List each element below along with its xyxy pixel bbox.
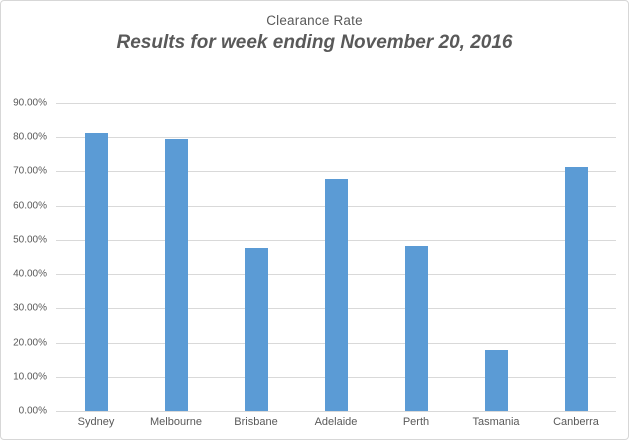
y-tick-label-000: 0.00% xyxy=(18,405,47,417)
bar-melbourne xyxy=(164,138,188,411)
x-tick-label-tasmania: Tasmania xyxy=(472,416,520,428)
x-axis-line xyxy=(56,411,616,412)
x-tick-label-melbourne: Melbourne xyxy=(150,416,202,428)
y-tick-label-5000: 50.00% xyxy=(13,234,47,246)
x-tick-label-canberra: Canberra xyxy=(553,416,599,428)
bar-tasmania xyxy=(484,349,508,411)
plot-area xyxy=(56,103,616,412)
x-tick-label-perth: Perth xyxy=(402,416,430,428)
y-tick-label-9000: 90.00% xyxy=(13,97,47,109)
y-tick-label-6000: 60.00% xyxy=(13,200,47,212)
y-tick-label-3000: 30.00% xyxy=(13,302,47,314)
gridline-90 xyxy=(56,103,616,104)
gridline-80 xyxy=(56,137,616,139)
y-tick-label-8000: 80.00% xyxy=(13,131,47,143)
gridline-70 xyxy=(56,171,616,173)
chart-title: Clearance Rate xyxy=(266,13,363,28)
x-tick-label-adelaide: Adelaide xyxy=(314,416,358,428)
bar-adelaide xyxy=(324,179,348,411)
bar-sydney xyxy=(84,132,108,411)
x-tick-label-sydney: Sydney xyxy=(77,416,115,428)
y-tick-label-7000: 70.00% xyxy=(13,165,47,177)
bar-brisbane xyxy=(244,248,268,411)
y-tick-label-1000: 10.00% xyxy=(13,371,47,383)
x-tick-label-brisbane: Brisbane xyxy=(234,416,278,428)
bar-canberra xyxy=(564,167,588,411)
y-tick-label-4000: 40.00% xyxy=(13,268,47,280)
y-tick-label-2000: 20.00% xyxy=(13,337,47,349)
bar-perth xyxy=(404,246,428,411)
chart-subtitle: Results for week ending November 20, 201… xyxy=(116,32,513,53)
